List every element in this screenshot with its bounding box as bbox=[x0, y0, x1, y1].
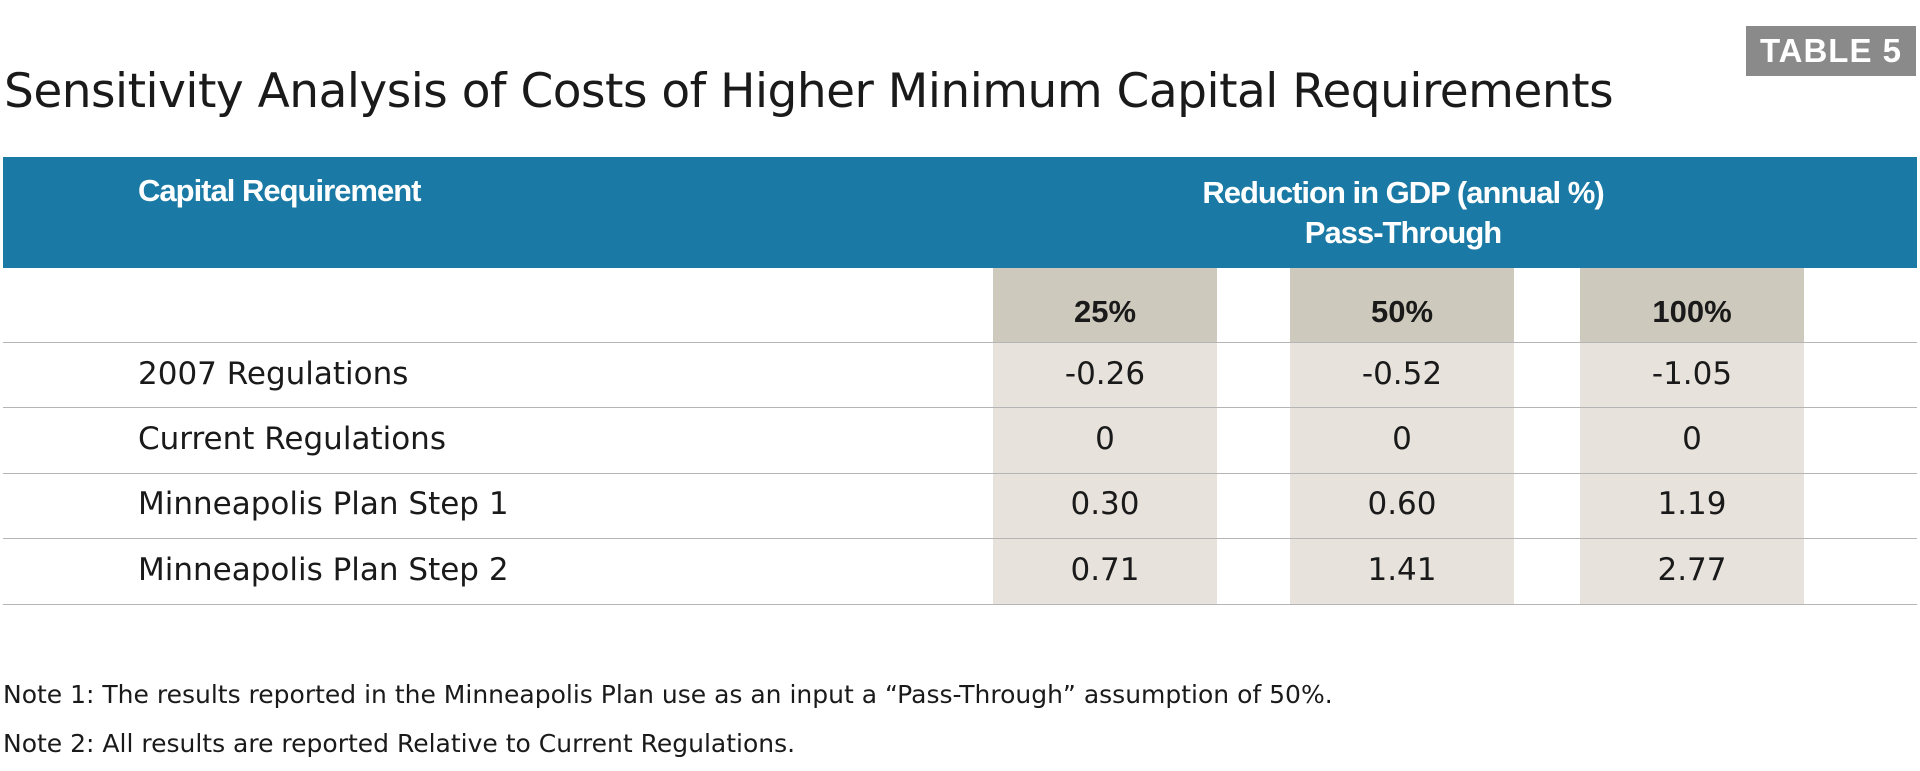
table-cell: 2.77 bbox=[1657, 552, 1727, 588]
column-label: 25% bbox=[1073, 294, 1137, 329]
row-divider bbox=[3, 538, 1917, 539]
table-cell: 0.60 bbox=[1367, 486, 1437, 522]
column-shade-25 bbox=[993, 268, 1217, 604]
row-label: Minneapolis Plan Step 1 bbox=[138, 486, 509, 522]
row-divider bbox=[3, 342, 1917, 343]
table-number-badge: TABLE 5 bbox=[1745, 26, 1916, 76]
row-divider bbox=[3, 407, 1917, 408]
footnote-1: Note 1: The results reported in the Minn… bbox=[3, 680, 1333, 709]
table-cell: -0.26 bbox=[1064, 356, 1146, 392]
table-cell: 0 bbox=[1682, 421, 1702, 457]
table-title: Sensitivity Analysis of Costs of Higher … bbox=[4, 64, 1614, 119]
footnote-2: Note 2: All results are reported Relativ… bbox=[3, 729, 796, 758]
table-cell: -0.52 bbox=[1361, 356, 1443, 392]
column-head-shade bbox=[993, 268, 1217, 342]
row-label: 2007 Regulations bbox=[138, 356, 409, 392]
column-group-header-line1: Reduction in GDP (annual %) bbox=[1202, 175, 1604, 210]
column-group-header-line2: Pass-Through bbox=[1304, 215, 1502, 250]
row-label: Minneapolis Plan Step 2 bbox=[138, 552, 509, 588]
row-divider bbox=[3, 473, 1917, 474]
table-header-band: Capital Requirement Reduction in GDP (an… bbox=[3, 157, 1917, 268]
row-label: Current Regulations bbox=[138, 421, 446, 457]
table-cell: 1.41 bbox=[1367, 552, 1437, 588]
table-cell: 0 bbox=[1392, 421, 1412, 457]
row-header-label: Capital Requirement bbox=[138, 173, 421, 208]
table-cell: 0.71 bbox=[1070, 552, 1140, 588]
table-cell: 0.30 bbox=[1070, 486, 1140, 522]
column-group-header: Reduction in GDP (annual %) Pass-Through bbox=[1063, 173, 1743, 253]
row-divider bbox=[3, 604, 1917, 605]
column-label: 100% bbox=[1652, 294, 1732, 329]
column-head-shade bbox=[1580, 268, 1804, 342]
table-cell: 0 bbox=[1095, 421, 1115, 457]
column-shade-100 bbox=[1580, 268, 1804, 604]
table-cell: -1.05 bbox=[1651, 356, 1733, 392]
table-cell: 1.19 bbox=[1657, 486, 1727, 522]
column-shade-50 bbox=[1290, 268, 1514, 604]
column-label: 50% bbox=[1370, 294, 1434, 329]
column-head-shade bbox=[1290, 268, 1514, 342]
